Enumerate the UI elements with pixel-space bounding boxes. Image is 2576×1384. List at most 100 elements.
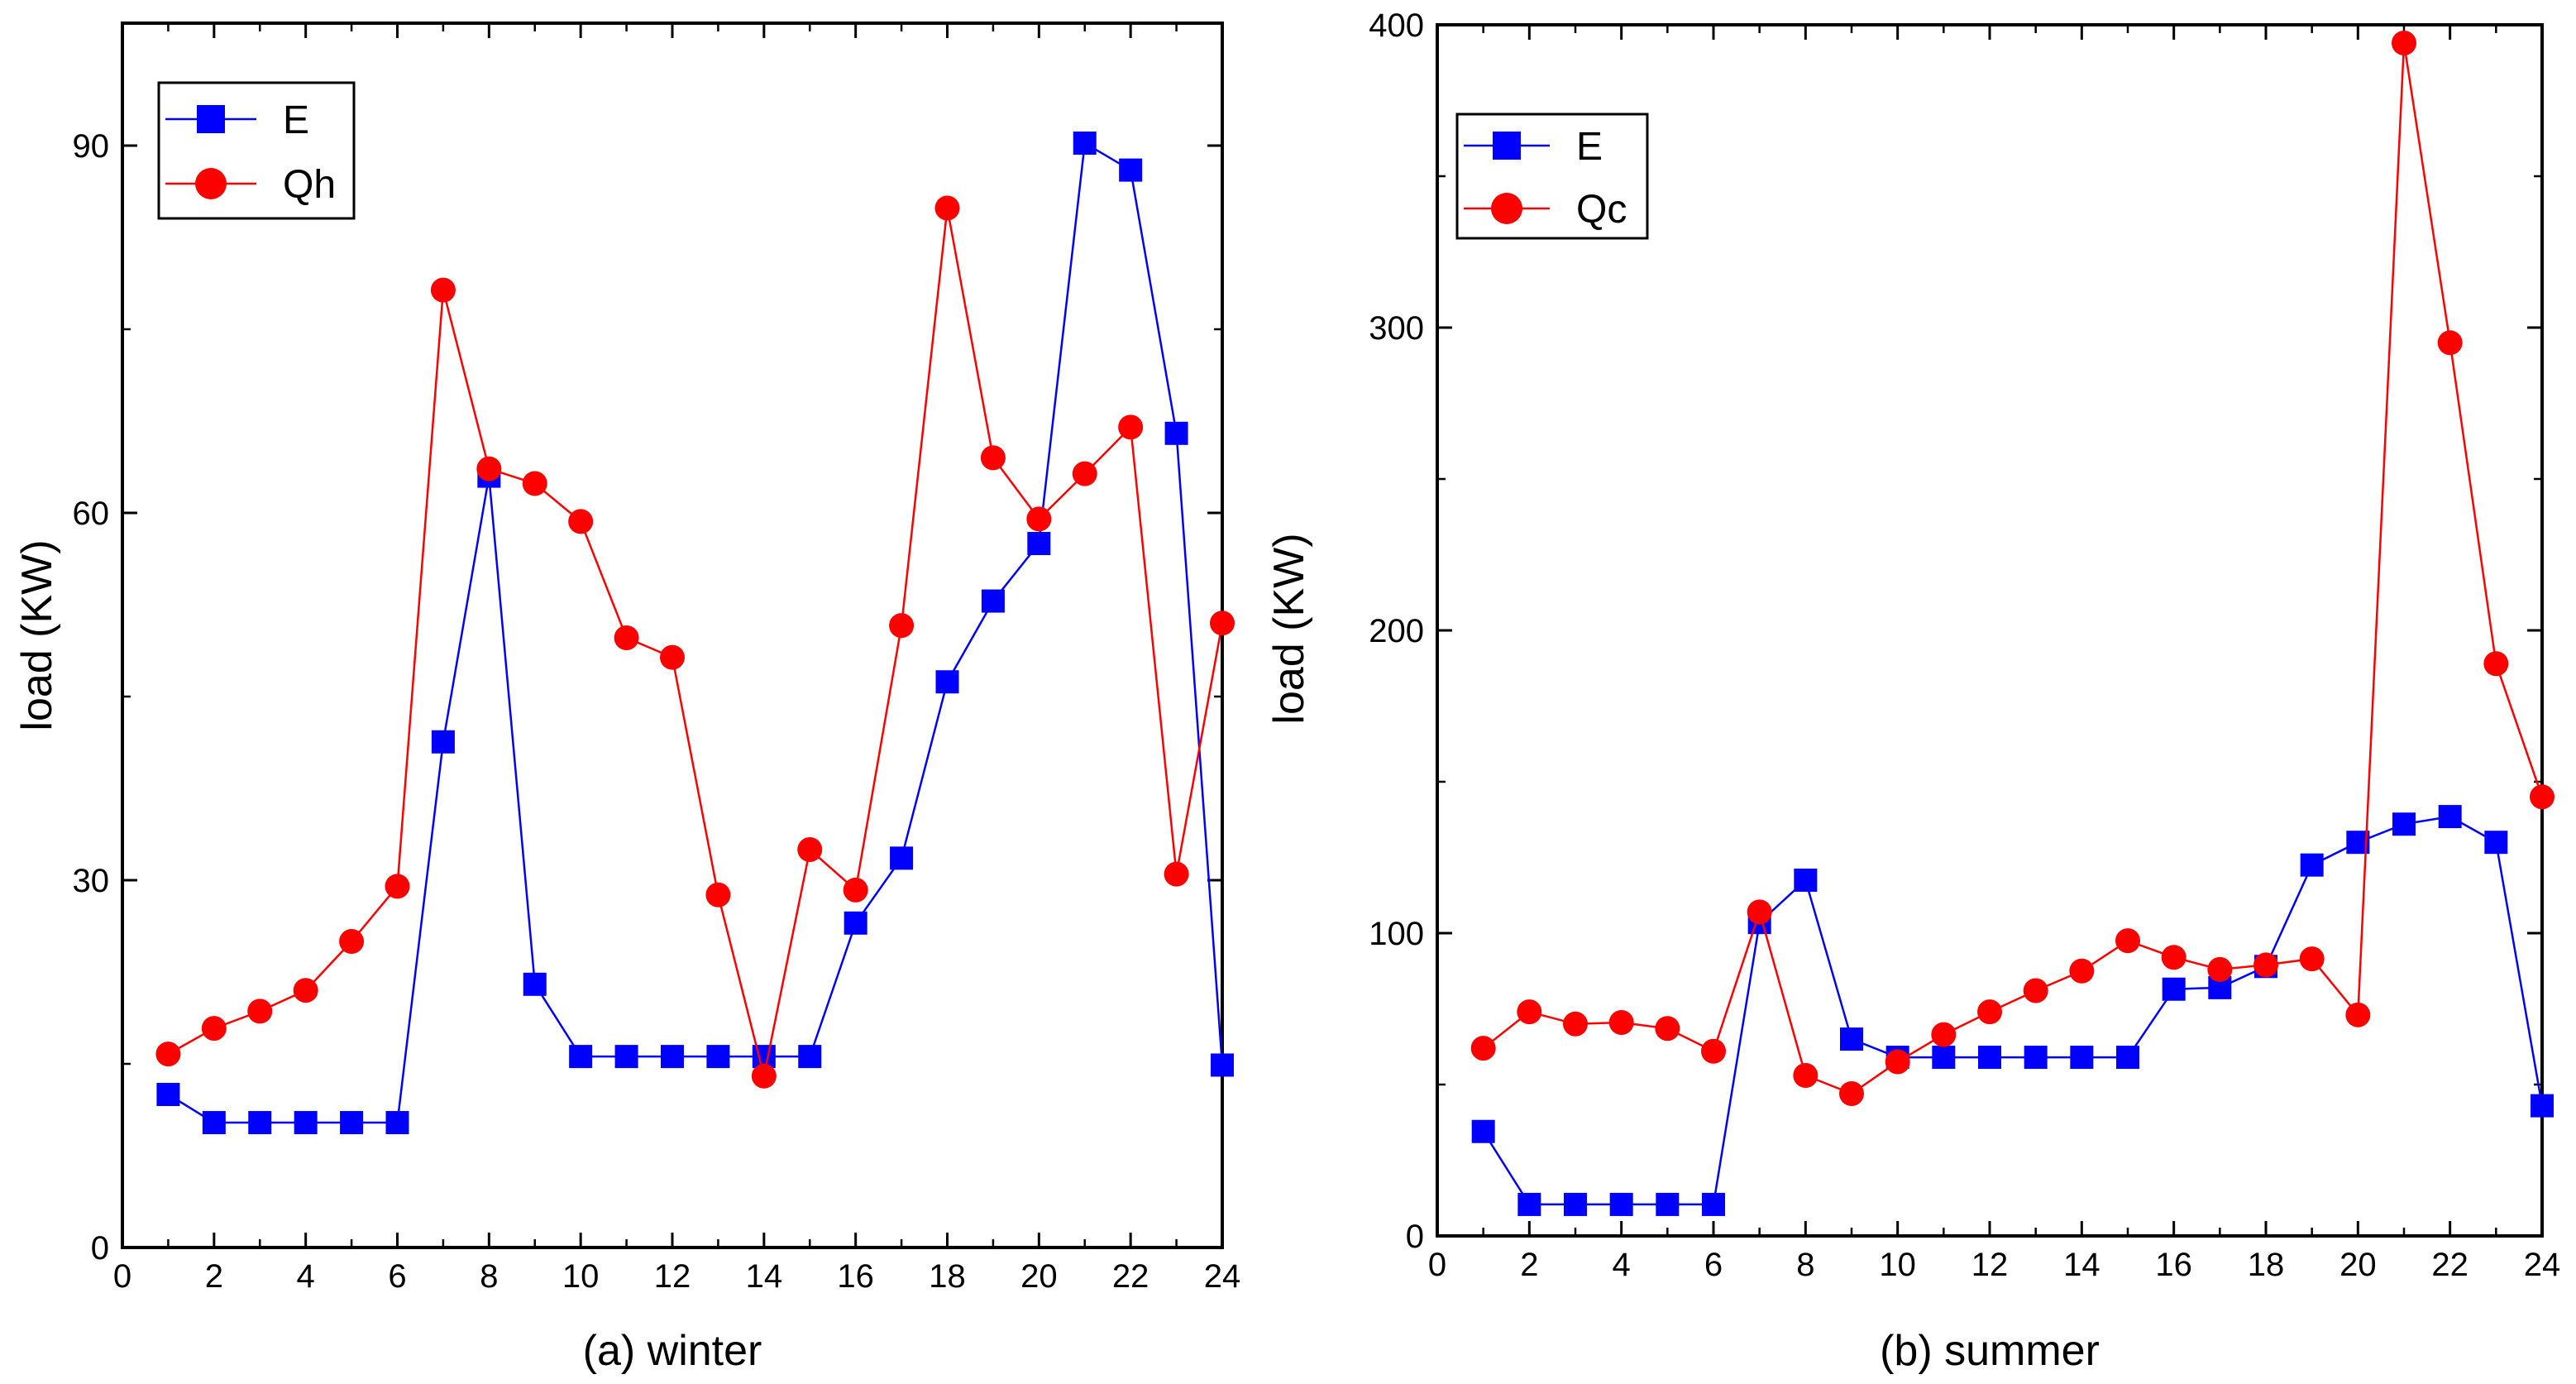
y-tick-label: 30 [73, 863, 110, 899]
data-point-Qh [1118, 414, 1144, 440]
x-tick-label: 4 [297, 1258, 315, 1295]
data-point-Qh [705, 882, 731, 908]
y-tick-label: 100 [1369, 916, 1424, 952]
x-tick-label: 16 [2155, 1247, 2192, 1283]
legend-box [157, 81, 356, 220]
y-tick-label: 90 [73, 128, 110, 165]
x-tick-label: 10 [1879, 1247, 1916, 1283]
x-axis: 0 2 4 6 8 10 12 14 16 18 20 22 24 [1428, 25, 2560, 1283]
data-point-Qc [2023, 978, 2048, 1003]
x-tick-label: 4 [1613, 1247, 1631, 1283]
data-point-E [1978, 1046, 2001, 1070]
data-point-Qc [2207, 956, 2233, 982]
data-point-Qh [660, 644, 685, 670]
data-point-Qh [980, 445, 1006, 471]
x-tick-label: 8 [480, 1258, 498, 1295]
data-point-E [569, 1045, 593, 1069]
data-point-Qh [1210, 611, 1235, 636]
legend-box [1455, 113, 1649, 240]
data-point-Qc [2345, 1002, 2371, 1027]
data-point-Qc [2253, 952, 2278, 978]
data-point-Qh [843, 877, 868, 903]
data-point-Qh [1164, 861, 1189, 887]
data-point-Qc [1931, 1022, 1957, 1047]
data-point-Qc [1977, 999, 2002, 1025]
data-point-E [2438, 805, 2462, 829]
y-axis-title: load (KW) [13, 539, 61, 730]
legend: E Qc [1455, 113, 1649, 240]
data-point-E [1656, 1192, 1680, 1216]
data-point-E [1794, 868, 1818, 892]
data-point-E [1564, 1192, 1587, 1216]
data-point-Qh [614, 625, 639, 650]
legend-label-E: E [283, 98, 309, 142]
data-point-E [1609, 1192, 1633, 1216]
data-point-Qh [385, 874, 410, 899]
data-point-E [844, 911, 867, 935]
y-tick-label: 400 [1369, 7, 1424, 44]
data-point-Qh [522, 471, 547, 496]
data-point-E [661, 1045, 684, 1069]
data-point-E [935, 670, 959, 694]
x-tick-label: 14 [2063, 1247, 2100, 1283]
data-point-Qh [1072, 461, 1097, 486]
data-point-E [1211, 1053, 1234, 1077]
data-point-E [2531, 1094, 2554, 1118]
data-point-E [340, 1111, 364, 1135]
data-point-Qh [568, 509, 594, 534]
data-point-Qc [2437, 330, 2463, 356]
x-tick-label: 0 [1428, 1247, 1446, 1283]
chart-caption: (b) summer [1880, 1327, 2100, 1375]
data-point-E [1517, 1192, 1541, 1216]
data-point-E [1932, 1046, 1956, 1070]
data-point-E [385, 1111, 409, 1135]
y-axis-title: load (KW) [1265, 533, 1313, 724]
data-point-Qh [934, 195, 960, 221]
y-tick-label: 60 [73, 496, 110, 532]
data-point-Qc [2392, 30, 2416, 55]
data-point-Qc [1470, 1036, 1496, 1061]
data-point-Qh [201, 1016, 227, 1042]
x-tick-label: 20 [2339, 1247, 2377, 1283]
data-point-E [202, 1111, 226, 1135]
data-point-E [1840, 1027, 1863, 1051]
legend-marker-circle [195, 168, 227, 199]
data-point-Qc [2483, 651, 2509, 677]
data-point-E [1471, 1119, 1495, 1143]
data-point-Qc [1608, 1009, 1634, 1035]
data-point-E [2162, 977, 2186, 1001]
x-tick-label: 24 [1204, 1258, 1241, 1295]
x-tick-label: 0 [113, 1258, 131, 1295]
legend-label-E: E [1576, 125, 1603, 169]
series-line-Qh [167, 208, 1224, 1077]
x-tick-label: 18 [929, 1258, 966, 1295]
chart-caption: (a) winter [583, 1327, 762, 1375]
x-tick-label: 22 [2431, 1247, 2468, 1283]
y-tick-label: 0 [91, 1230, 109, 1267]
data-point-Qc [2299, 946, 2325, 972]
legend-item-Qh: Qh [165, 163, 336, 207]
x-tick-label: 10 [562, 1258, 600, 1295]
data-point-Qc [2069, 958, 2095, 984]
x-tick-label: 22 [1112, 1258, 1149, 1295]
data-point-Qc [1517, 999, 1542, 1025]
data-point-E [2024, 1046, 2048, 1070]
data-point-Qh [247, 998, 273, 1024]
data-point-Qc [1655, 1016, 1680, 1042]
data-point-E [2116, 1046, 2139, 1070]
data-point-E [798, 1045, 822, 1069]
data-point-E [1119, 158, 1143, 182]
legend-item-E: E [1464, 125, 1603, 169]
legend-item-E: E [165, 98, 309, 142]
series-line-E [1482, 815, 2544, 1206]
legend-marker-square [197, 105, 225, 133]
data-point-E [523, 972, 547, 996]
data-point-Qh [889, 613, 915, 639]
data-point-Qc [1747, 899, 1772, 925]
x-tick-label: 6 [388, 1258, 406, 1295]
legend-item-Qc: Qc [1464, 188, 1627, 232]
series-E [156, 132, 1234, 1135]
series-layer [1470, 30, 2554, 1216]
